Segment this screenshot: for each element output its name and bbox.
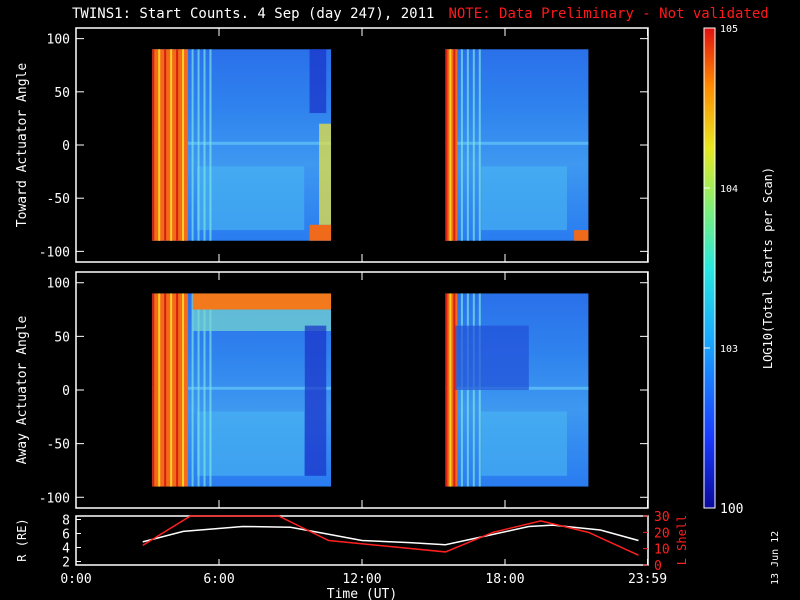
x-tick-label: 23:59 (628, 572, 667, 587)
heatmap-streak (209, 49, 212, 241)
heatmap-warm-region (319, 123, 332, 225)
heatmap-lowcount-zone (196, 411, 305, 476)
y-tick-label: -50 (47, 192, 70, 207)
heatmap-hot-stripe (158, 49, 161, 241)
heatmap-deep-region (309, 49, 327, 114)
heatmap-lowcount-zone (196, 166, 305, 231)
heatmap-zero-band (445, 141, 589, 145)
heatmap-hot-stripe (176, 293, 179, 487)
heatmap-deep-region (304, 325, 327, 476)
series-r-line (142, 524, 639, 546)
colorbar-tick-label: 103 (720, 344, 738, 355)
orbit-left-tick-label: 4 (62, 542, 70, 557)
heatmap-hot-stripe (170, 49, 173, 241)
colorbar-tick-label: 100 (720, 502, 743, 517)
heatmap-hot-stripe (453, 293, 456, 487)
heatmap-hot-stripe (152, 293, 155, 487)
heatmap-hot-stripe (164, 49, 167, 241)
orbit-left-label: R (RE) (15, 518, 29, 561)
heatmap-hot-stripe (152, 49, 155, 241)
heatmap-hot-stripe (453, 49, 456, 241)
heatmap-streak (203, 293, 206, 487)
heatmap-lowcount-zone (481, 411, 567, 476)
heatmap-hot-region (192, 293, 332, 310)
heatmap-streak (203, 49, 206, 241)
orbit-right-tick-label: 0 (654, 559, 662, 574)
colorbar-tick-label: 104 (720, 184, 738, 195)
heatmap-streak (197, 293, 200, 487)
heatmap-zero-band (152, 386, 332, 390)
orbit-left-tick-label: 6 (62, 528, 70, 543)
y-tick-label: 0 (62, 139, 70, 154)
heatmap-streak (466, 49, 469, 241)
heatmap-hot-region (574, 230, 589, 241)
orbit-left-tick-label: 2 (62, 556, 70, 571)
heatmap-hot-stripe (445, 49, 448, 241)
y-tick-label: 100 (47, 277, 70, 292)
heatmap-hot-stripe (176, 49, 179, 241)
orbit-left-tick-label: 8 (62, 514, 70, 529)
heatmap-streak (472, 49, 475, 241)
y-axis-label: Away Actuator Angle (15, 315, 30, 464)
heatmap-hot-stripe (182, 49, 185, 241)
title-main: TWINS1: Start Counts. 4 Sep (day 247), 2… (72, 6, 435, 22)
heatmap-streak (478, 49, 481, 241)
heatmap-streak (197, 49, 200, 241)
y-tick-label: -50 (47, 438, 70, 453)
heatmap-lowcount-zone (481, 166, 567, 231)
heatmap-hot-stripe (170, 293, 173, 487)
heatmap-deep-region (454, 325, 529, 390)
x-tick-label: 12:00 (342, 572, 381, 587)
heatmap-hot-stripe (449, 49, 452, 241)
heatmap-zero-band (152, 141, 332, 145)
orbit-right-tick-label: 20 (654, 526, 670, 541)
y-tick-label: 50 (54, 86, 70, 101)
colorbar-label: LOG10(Total Starts per Scan) (761, 167, 775, 369)
chart-title: TWINS1: Start Counts. 4 Sep (day 247), 2… (72, 6, 769, 22)
heatmap-hot-stripe (158, 293, 161, 487)
orbit-right-tick-label: 30 (654, 510, 670, 525)
x-axis-label: Time (UT) (327, 587, 397, 600)
heatmap-hot-stripe (164, 293, 167, 487)
heatmap-warm-region (192, 309, 332, 331)
colorbar-tick-label: 105 (720, 24, 738, 35)
preliminary-note: NOTE: Data Preliminary - Not validated (448, 6, 769, 22)
y-tick-label: -100 (39, 245, 70, 260)
y-tick-label: 50 (54, 330, 70, 345)
heatmap-streak (209, 293, 212, 487)
heatmap-streak (191, 293, 194, 487)
y-tick-label: 0 (62, 384, 70, 399)
orbit-right-label: L Shell (675, 515, 689, 566)
x-tick-label: 18:00 (485, 572, 524, 587)
heatmap-hot-stripe (445, 293, 448, 487)
heatmap-hot-stripe (182, 293, 185, 487)
series-lshell-line (142, 515, 639, 556)
heatmap-hot-stripe (449, 293, 452, 487)
x-tick-label: 6:00 (203, 572, 234, 587)
heatmap-streak (191, 49, 194, 241)
colorbar-gradient (704, 28, 715, 508)
heatmap-streak (460, 49, 463, 241)
y-tick-label: -100 (39, 491, 70, 506)
x-tick-label: 0:00 (60, 572, 91, 587)
orbit-right-tick-label: 10 (654, 543, 670, 558)
y-axis-label: Toward Actuator Angle (15, 63, 30, 228)
y-tick-label: 100 (47, 33, 70, 48)
heatmap-hot-region (309, 224, 332, 241)
